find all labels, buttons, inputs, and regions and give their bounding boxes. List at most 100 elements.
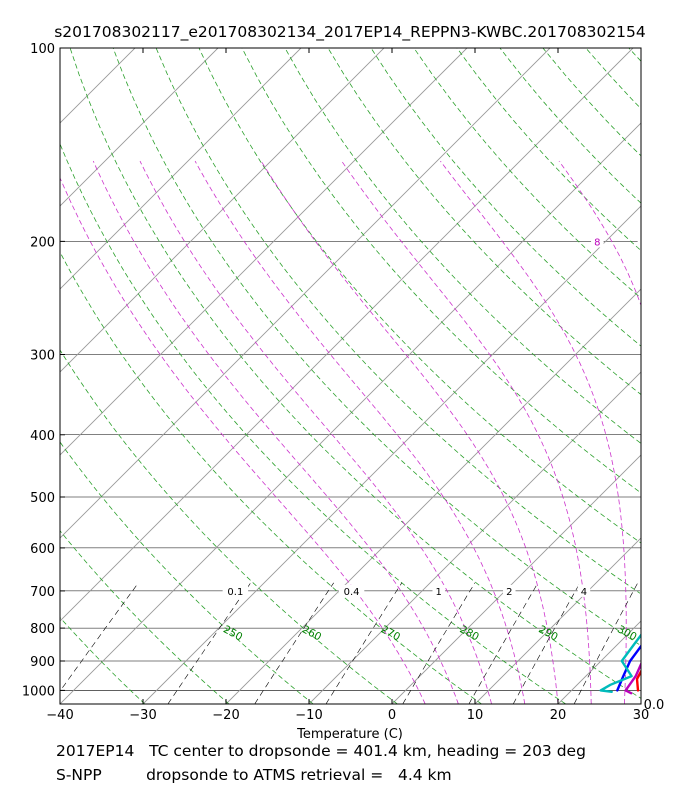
- mixing-ratio-label-bg: [338, 584, 365, 597]
- dry-adiabat-label: 260: [300, 623, 323, 643]
- mixing-ratio-label-bg: [222, 584, 249, 597]
- dry-adiabat: [284, 48, 641, 444]
- mixing-ratio-line: [573, 582, 639, 704]
- dry-adiabat: [112, 48, 641, 647]
- x-tick-label: 30: [633, 708, 650, 723]
- caption-distance: 2017EP14 TC center to dropsonde = 401.4 …: [56, 742, 586, 760]
- x-tick-label: −40: [46, 708, 73, 723]
- dry-adiabat: [60, 702, 61, 704]
- y-tick-label: 700: [30, 585, 55, 600]
- dry-adiabat: [499, 48, 641, 204]
- y-tick-label: 900: [30, 655, 55, 670]
- isotherm: [474, 537, 641, 704]
- moist-adiabat: [260, 160, 559, 704]
- dry-adiabat: [60, 616, 146, 704]
- moist-adiabat: [341, 160, 592, 704]
- mixing-ratio-line: [167, 582, 251, 704]
- axes: −40 −30 −20 −10 0 10 20 30 100 200 300 400 500 600 700…: [22, 42, 664, 723]
- mixing-ratio-label: 0.4: [344, 587, 360, 598]
- corner-label: 0.0: [644, 698, 665, 713]
- x-tick-label: −20: [212, 708, 239, 723]
- mixing-ratio-label: 2: [506, 587, 512, 598]
- x-tick-label: 20: [550, 708, 567, 723]
- moist-adiabat: [558, 160, 641, 307]
- isotherm: [308, 371, 641, 704]
- mixing-ratio-line: [402, 582, 476, 704]
- dry-adiabat-label: 250: [221, 623, 244, 643]
- mixing-ratio-label: 1: [436, 587, 442, 598]
- isotherm: [640, 703, 641, 704]
- isotherm: [60, 48, 634, 622]
- mixing-ratio-label: 10: [681, 587, 694, 598]
- dropsonde-temperature-line: [635, 669, 641, 692]
- plot-frame: [59, 47, 642, 705]
- moist-adiabat: [194, 160, 526, 704]
- dry-adiabat: [413, 48, 641, 299]
- x-tick-label: 0: [388, 708, 396, 723]
- dry-adiabat: [628, 48, 641, 62]
- dry-adiabat: [198, 48, 641, 544]
- x-tick-label: −30: [129, 708, 156, 723]
- mixing-ratio-line: [512, 582, 581, 704]
- moist-adiabat: [60, 176, 426, 704]
- dry-adiabat: [60, 441, 314, 704]
- dry-adiabat: [60, 251, 482, 704]
- caption-retrieval: S-NPP dropsonde to ATMS retrieval = 4.4 …: [56, 766, 452, 784]
- mixing-ratio-label-bg: [639, 584, 641, 597]
- y-tick-label: 1000: [22, 684, 55, 699]
- isotherm: [60, 48, 385, 373]
- moist-adiabat-label: 12: [641, 237, 654, 248]
- moist-adiabat-label-bg: [591, 235, 604, 248]
- dry-adiabat: [241, 48, 641, 494]
- atms-retrieval-temperature-line: [624, 661, 641, 695]
- isotherm: [60, 122, 641, 704]
- y-tick-label: 600: [30, 542, 55, 557]
- isotherm: [225, 288, 641, 704]
- isotherm: [60, 48, 468, 456]
- background-grid: 0.10.41247101681216202428322502602702802…: [0, 48, 700, 704]
- moist-adiabat-label-bg: [637, 235, 641, 248]
- y-tick-label: 800: [30, 622, 55, 637]
- y-tick-label: 100: [30, 42, 55, 57]
- mixing-ratio-label-bg: [432, 584, 445, 597]
- dry-adiabat: [60, 143, 566, 704]
- isotherm: [391, 454, 641, 704]
- isotherm: [60, 48, 136, 124]
- dry-adiabat: [542, 48, 641, 157]
- dry-adiabat: [60, 349, 398, 704]
- mixing-ratio-label-bg: [503, 584, 516, 597]
- mixing-ratio-label: 7: [643, 587, 649, 598]
- x-tick-label: −10: [295, 708, 322, 723]
- moist-adiabat: [440, 160, 627, 704]
- dry-adiabat: [585, 48, 641, 110]
- dry-adiabat-label: 280: [458, 623, 481, 643]
- moist-adiabat: [139, 160, 492, 704]
- dry-adiabat: [155, 48, 641, 595]
- mixing-ratio-line: [60, 582, 139, 692]
- profile-series: [599, 633, 641, 695]
- mixing-ratio-line: [468, 582, 539, 704]
- mixing-ratio-line: [325, 582, 403, 704]
- isotherm: [60, 48, 551, 539]
- atms-retrieval-dewpoint-line: [599, 633, 641, 693]
- mixing-ratio-label-bg: [678, 585, 697, 597]
- mixing-ratio-label-bg: [577, 584, 591, 597]
- isotherm: [60, 48, 302, 290]
- y-tick-label: 500: [30, 491, 55, 506]
- dry-adiabat: [456, 48, 641, 252]
- dry-adiabat: [370, 48, 641, 347]
- dry-adiabat: [60, 530, 230, 704]
- moist-adiabat: [92, 160, 459, 704]
- moist-adiabat-label: 8: [594, 237, 600, 248]
- isotherm: [0, 48, 52, 704]
- x-axis-label: Temperature (C): [296, 727, 403, 740]
- dry-adiabat: [672, 48, 700, 704]
- isotherm: [60, 48, 219, 207]
- dry-adiabat: [327, 48, 641, 396]
- isotherm: [142, 205, 641, 704]
- x-tick-label: 10: [467, 708, 484, 723]
- y-tick-label: 200: [30, 235, 55, 250]
- mixing-ratio-line: [254, 582, 334, 704]
- isotherm: [557, 620, 641, 704]
- mixing-ratio-label: 4: [581, 587, 587, 598]
